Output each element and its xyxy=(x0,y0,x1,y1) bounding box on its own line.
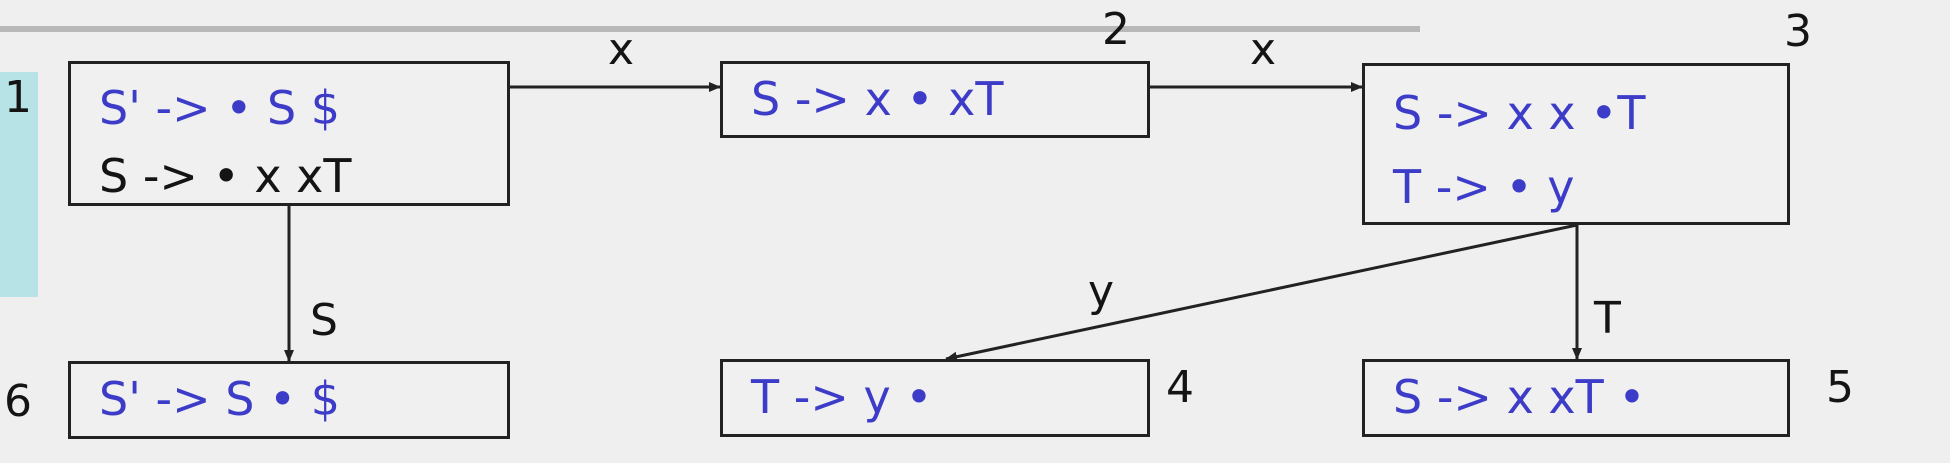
transition-label-x-2-3: x xyxy=(1250,24,1277,75)
state-3-box: S -> x x •T T -> • y xyxy=(1362,63,1790,225)
state-5-number: 5 xyxy=(1826,362,1854,413)
state-1-item-2: S -> • x xT xyxy=(99,149,352,203)
transition-label-t-3-5: T xyxy=(1594,293,1621,344)
state-3-item-1: S -> x x •T xyxy=(1393,86,1646,140)
state-1-box: S' -> • S $ S -> • x xT xyxy=(68,61,510,206)
transition-label-y-3-4: y xyxy=(1088,266,1115,317)
state-5-item-1: S -> x xT • xyxy=(1393,370,1646,424)
state-2-box: S -> x • xT xyxy=(720,61,1150,138)
transition-label-x-1-2: x xyxy=(608,24,635,75)
side-accent-strip xyxy=(0,72,38,297)
state-4-number: 4 xyxy=(1166,362,1194,413)
state-4-item-1: T -> y • xyxy=(751,370,933,424)
top-rule xyxy=(0,26,1420,32)
state-1-number: 1 xyxy=(4,72,32,123)
state-3-item-2: T -> • y xyxy=(1393,160,1575,214)
state-6-number: 6 xyxy=(4,376,32,427)
state-4-box: T -> y • xyxy=(720,359,1150,437)
state-2-item-1: S -> x • xT xyxy=(751,72,1004,126)
transition-label-s-1-6: S xyxy=(310,295,338,346)
state-6-box: S' -> S • $ xyxy=(68,361,510,439)
arrow-3-to-4 xyxy=(945,223,1578,362)
state-1-item-1: S' -> • S $ xyxy=(99,81,341,135)
state-2-number: 2 xyxy=(1102,4,1130,55)
state-5-box: S -> x xT • xyxy=(1362,359,1790,437)
state-6-item-1: S' -> S • $ xyxy=(99,372,341,426)
state-3-number: 3 xyxy=(1784,6,1812,57)
